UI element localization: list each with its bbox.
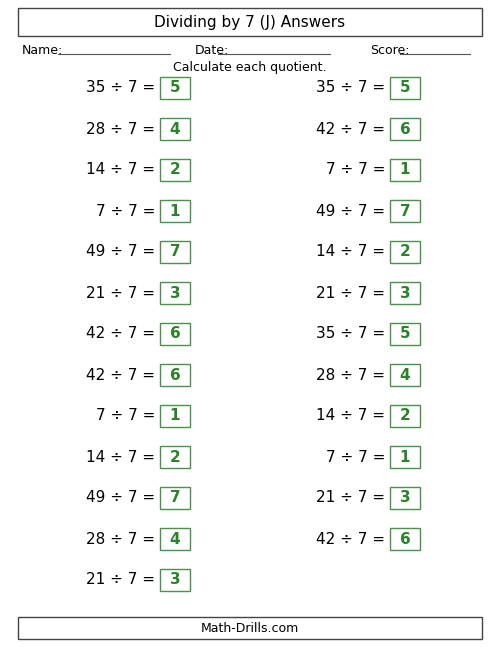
FancyBboxPatch shape [390, 77, 420, 99]
Text: 21 ÷ 7 =: 21 ÷ 7 = [316, 285, 385, 300]
Text: 3: 3 [400, 285, 410, 300]
FancyBboxPatch shape [390, 159, 420, 181]
FancyBboxPatch shape [160, 159, 190, 181]
Text: 7 ÷ 7 =: 7 ÷ 7 = [96, 204, 155, 219]
Text: 14 ÷ 7 =: 14 ÷ 7 = [316, 408, 385, 424]
FancyBboxPatch shape [160, 282, 190, 304]
Text: 1: 1 [170, 408, 180, 424]
Text: 42 ÷ 7 =: 42 ÷ 7 = [316, 531, 385, 547]
Text: 3: 3 [400, 490, 410, 505]
Text: 42 ÷ 7 =: 42 ÷ 7 = [86, 327, 155, 342]
FancyBboxPatch shape [390, 528, 420, 550]
FancyBboxPatch shape [160, 405, 190, 427]
Text: 6: 6 [400, 122, 410, 137]
FancyBboxPatch shape [390, 241, 420, 263]
Text: Calculate each quotient.: Calculate each quotient. [174, 61, 327, 74]
FancyBboxPatch shape [390, 200, 420, 222]
Text: 49 ÷ 7 =: 49 ÷ 7 = [86, 245, 155, 259]
Text: 28 ÷ 7 =: 28 ÷ 7 = [86, 122, 155, 137]
Text: 7 ÷ 7 =: 7 ÷ 7 = [96, 408, 155, 424]
Text: 14 ÷ 7 =: 14 ÷ 7 = [86, 162, 155, 177]
FancyBboxPatch shape [160, 241, 190, 263]
Text: 7 ÷ 7 =: 7 ÷ 7 = [326, 450, 385, 465]
FancyBboxPatch shape [390, 282, 420, 304]
Text: 5: 5 [170, 80, 180, 96]
Text: 5: 5 [400, 327, 410, 342]
Text: 7: 7 [170, 490, 180, 505]
Text: 2: 2 [400, 245, 410, 259]
Text: 7: 7 [400, 204, 410, 219]
Text: Name:: Name: [22, 43, 63, 56]
FancyBboxPatch shape [390, 364, 420, 386]
Text: 35 ÷ 7 =: 35 ÷ 7 = [86, 80, 155, 96]
Text: 1: 1 [400, 162, 410, 177]
FancyBboxPatch shape [160, 118, 190, 140]
FancyBboxPatch shape [18, 617, 482, 639]
Text: 6: 6 [170, 327, 180, 342]
FancyBboxPatch shape [390, 118, 420, 140]
Text: 42 ÷ 7 =: 42 ÷ 7 = [86, 367, 155, 382]
Text: 4: 4 [170, 531, 180, 547]
Text: 1: 1 [400, 450, 410, 465]
Text: 4: 4 [400, 367, 410, 382]
FancyBboxPatch shape [160, 323, 190, 345]
FancyBboxPatch shape [390, 323, 420, 345]
Text: 5: 5 [400, 80, 410, 96]
Text: 2: 2 [170, 450, 180, 465]
Text: 2: 2 [400, 408, 410, 424]
FancyBboxPatch shape [160, 528, 190, 550]
Text: Dividing by 7 (J) Answers: Dividing by 7 (J) Answers [154, 16, 346, 30]
Text: 49 ÷ 7 =: 49 ÷ 7 = [316, 204, 385, 219]
Text: Date:: Date: [195, 43, 229, 56]
Text: 4: 4 [170, 122, 180, 137]
FancyBboxPatch shape [390, 446, 420, 468]
Text: 7: 7 [170, 245, 180, 259]
Text: 49 ÷ 7 =: 49 ÷ 7 = [86, 490, 155, 505]
Text: 3: 3 [170, 285, 180, 300]
Text: 28 ÷ 7 =: 28 ÷ 7 = [316, 367, 385, 382]
Text: 28 ÷ 7 =: 28 ÷ 7 = [86, 531, 155, 547]
Text: 3: 3 [170, 573, 180, 587]
FancyBboxPatch shape [390, 487, 420, 509]
FancyBboxPatch shape [160, 446, 190, 468]
Text: 35 ÷ 7 =: 35 ÷ 7 = [316, 327, 385, 342]
Text: 21 ÷ 7 =: 21 ÷ 7 = [316, 490, 385, 505]
Text: 7 ÷ 7 =: 7 ÷ 7 = [326, 162, 385, 177]
Text: Math-Drills.com: Math-Drills.com [201, 622, 299, 635]
Text: 35 ÷ 7 =: 35 ÷ 7 = [316, 80, 385, 96]
FancyBboxPatch shape [160, 364, 190, 386]
Text: 1: 1 [170, 204, 180, 219]
Text: Score:: Score: [370, 43, 410, 56]
Text: 6: 6 [170, 367, 180, 382]
FancyBboxPatch shape [160, 77, 190, 99]
Text: 6: 6 [400, 531, 410, 547]
FancyBboxPatch shape [160, 569, 190, 591]
Text: 14 ÷ 7 =: 14 ÷ 7 = [316, 245, 385, 259]
Text: 21 ÷ 7 =: 21 ÷ 7 = [86, 573, 155, 587]
Text: 14 ÷ 7 =: 14 ÷ 7 = [86, 450, 155, 465]
Text: 2: 2 [170, 162, 180, 177]
FancyBboxPatch shape [160, 200, 190, 222]
FancyBboxPatch shape [160, 487, 190, 509]
FancyBboxPatch shape [390, 405, 420, 427]
Text: 42 ÷ 7 =: 42 ÷ 7 = [316, 122, 385, 137]
FancyBboxPatch shape [18, 8, 482, 36]
Text: 21 ÷ 7 =: 21 ÷ 7 = [86, 285, 155, 300]
